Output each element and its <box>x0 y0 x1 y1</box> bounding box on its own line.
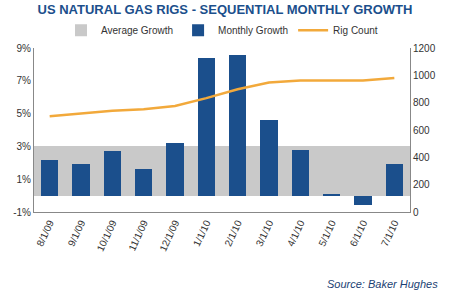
svg-text:0: 0 <box>413 207 419 218</box>
svg-text:400: 400 <box>413 152 430 163</box>
svg-text:800: 800 <box>413 97 430 108</box>
svg-text:6/1/10: 6/1/10 <box>348 218 370 248</box>
svg-text:5/1/10: 5/1/10 <box>316 218 338 248</box>
svg-text:10/1/09: 10/1/09 <box>95 218 119 253</box>
svg-text:-1%: -1% <box>13 207 31 218</box>
svg-text:600: 600 <box>413 125 430 136</box>
svg-text:7/1/10: 7/1/10 <box>379 218 401 248</box>
svg-text:Monthly Growth: Monthly Growth <box>218 25 288 36</box>
svg-text:12/1/09: 12/1/09 <box>157 218 181 253</box>
svg-text:1000: 1000 <box>413 70 436 81</box>
svg-text:200: 200 <box>413 179 430 190</box>
svg-text:Average Growth: Average Growth <box>101 25 173 36</box>
svg-text:US NATURAL GAS RIGS - SEQUENTI: US NATURAL GAS RIGS - SEQUENTIAL MONTHLY… <box>38 2 413 17</box>
svg-text:9/1/09: 9/1/09 <box>66 218 88 248</box>
svg-text:8/1/09: 8/1/09 <box>34 218 56 248</box>
svg-text:4/1/10: 4/1/10 <box>285 218 307 248</box>
svg-text:3%: 3% <box>17 141 32 152</box>
svg-text:2/1/10: 2/1/10 <box>222 218 244 248</box>
svg-text:3/1/10: 3/1/10 <box>254 218 276 248</box>
svg-text:Rig Count: Rig Count <box>333 25 378 36</box>
svg-text:1%: 1% <box>17 174 32 185</box>
svg-text:7%: 7% <box>17 75 32 86</box>
svg-text:1/1/10: 1/1/10 <box>191 218 213 248</box>
svg-text:11/1/09: 11/1/09 <box>126 218 150 253</box>
svg-text:5%: 5% <box>17 108 32 119</box>
svg-text:9%: 9% <box>17 43 32 54</box>
svg-text:Source: Baker Hughes: Source: Baker Hughes <box>327 278 438 290</box>
svg-text:1200: 1200 <box>413 43 436 54</box>
